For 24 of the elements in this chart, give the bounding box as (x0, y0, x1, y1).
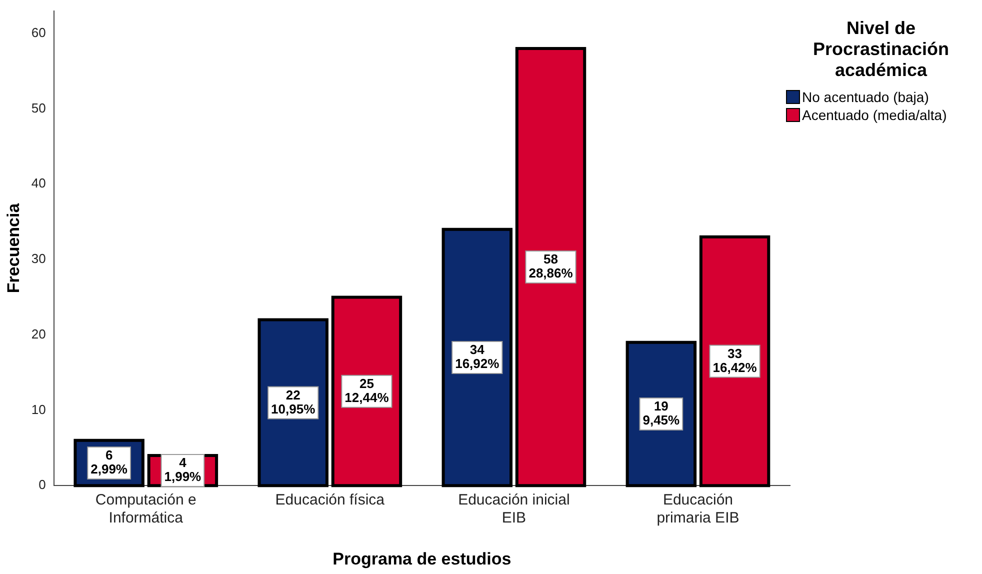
y-tick-label: 40 (31, 176, 46, 191)
data-label: 34 16,92% (455, 342, 500, 372)
x-axis-title: Programa de estudios (332, 549, 512, 568)
data-label: 58 28,86% (528, 252, 574, 281)
x-tick-label: Educación primaria EIB (656, 492, 740, 527)
x-tick-label: Computación e Informática (95, 492, 196, 527)
y-tick-label: 30 (31, 251, 46, 266)
y-tick-label: 60 (31, 24, 46, 40)
y-tick-label: 20 (31, 326, 46, 342)
data-label: 22 10,95% (271, 387, 316, 416)
x-tick-label: Educación física (275, 492, 386, 509)
data-label: 33 16,42% (712, 346, 758, 375)
x-tick-label: Educación inicial EIB (458, 492, 570, 527)
data-label: 19 9,45% (642, 398, 680, 428)
data-label: 6 2,99% (90, 448, 128, 477)
legend-title: Nivel de Procrastinación académica (812, 18, 950, 81)
legend-label: Acentuado (media/alta) (802, 107, 947, 123)
legend-label: No acentuado (baja) (802, 89, 929, 105)
y-axis-title: Frecuencia (4, 202, 23, 294)
data-label: 4 1,99% (164, 455, 202, 484)
y-tick-label: 0 (38, 477, 46, 492)
y-tick-label: 10 (31, 402, 46, 417)
y-tick-label: 50 (31, 100, 46, 116)
data-label: 25 12,44% (344, 376, 390, 405)
